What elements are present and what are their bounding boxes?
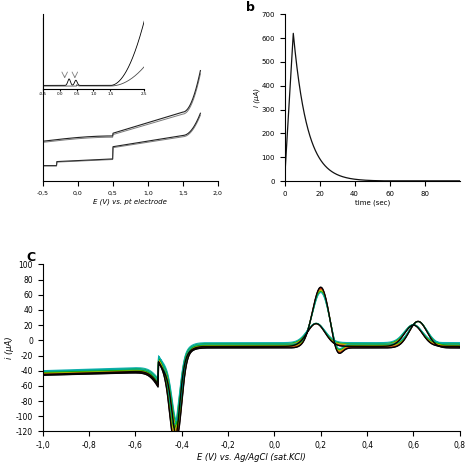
X-axis label: E (V) vs. pt electrode: E (V) vs. pt electrode	[93, 199, 167, 205]
Text: b: b	[246, 1, 255, 14]
X-axis label: time (sec): time (sec)	[355, 200, 390, 206]
X-axis label: E (V) vs. Ag/AgCl (sat.KCl): E (V) vs. Ag/AgCl (sat.KCl)	[197, 453, 306, 462]
Y-axis label: i (μA): i (μA)	[254, 88, 260, 107]
Y-axis label: i (μA): i (μA)	[5, 337, 14, 359]
Text: C: C	[26, 251, 35, 264]
